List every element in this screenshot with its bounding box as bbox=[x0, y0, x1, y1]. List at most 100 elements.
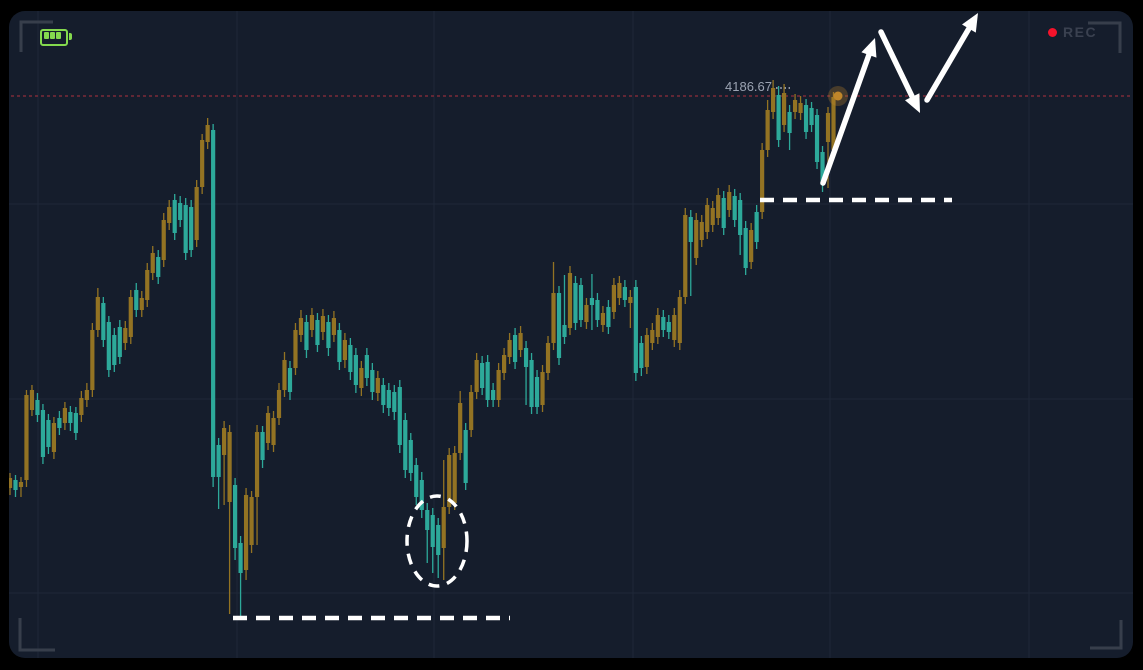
candle-body bbox=[348, 345, 353, 372]
candle-body bbox=[18, 482, 24, 487]
candle-body bbox=[211, 130, 216, 477]
candle-body bbox=[447, 455, 452, 507]
projection-arrow-head bbox=[904, 93, 920, 113]
candle-body bbox=[13, 480, 18, 490]
candle-body bbox=[441, 507, 446, 548]
candle-body bbox=[353, 355, 358, 385]
corner-bracket bbox=[1090, 620, 1123, 650]
candle-body bbox=[803, 105, 809, 132]
candle-body bbox=[705, 205, 710, 232]
candle-body bbox=[205, 125, 210, 142]
battery-icon bbox=[40, 29, 72, 46]
candle-body bbox=[260, 432, 265, 460]
candle-body bbox=[787, 112, 792, 133]
candle-body bbox=[309, 315, 315, 330]
battery-bar bbox=[44, 32, 49, 39]
candle-body bbox=[156, 257, 161, 277]
candle-body bbox=[101, 303, 106, 340]
candle-body bbox=[551, 293, 556, 343]
candle-body bbox=[298, 318, 304, 335]
candle-body bbox=[771, 88, 776, 112]
candle-body bbox=[672, 315, 677, 340]
candle-body bbox=[480, 363, 485, 388]
candle-body bbox=[760, 150, 765, 212]
candle-body bbox=[677, 297, 682, 343]
candle-body bbox=[474, 360, 479, 392]
candle-body bbox=[452, 453, 457, 503]
candle-body bbox=[595, 300, 600, 320]
candle-body bbox=[683, 215, 688, 297]
candle-body bbox=[611, 285, 616, 312]
highlight-ellipse bbox=[405, 494, 469, 588]
candle-body bbox=[183, 205, 188, 253]
candle-body bbox=[320, 316, 326, 332]
candle-body bbox=[397, 387, 402, 445]
candle-body bbox=[90, 330, 95, 390]
candle-body bbox=[222, 428, 227, 455]
candle-body bbox=[650, 330, 655, 343]
candle-body bbox=[743, 228, 748, 268]
candle-body bbox=[386, 390, 391, 408]
candle-body bbox=[342, 340, 347, 360]
candle-body bbox=[128, 297, 133, 337]
corner-bracket bbox=[18, 618, 55, 652]
candle-body bbox=[567, 273, 573, 328]
candle-body bbox=[485, 362, 490, 400]
candle-body bbox=[814, 115, 820, 162]
candle-body bbox=[304, 322, 309, 350]
candle-body bbox=[364, 355, 369, 378]
candle-body bbox=[200, 140, 205, 187]
candle-body bbox=[254, 432, 260, 497]
projection-arrow-head bbox=[861, 38, 877, 58]
projection-arrow-shaft bbox=[924, 19, 976, 103]
candle-body bbox=[666, 322, 671, 332]
price-level-label: 4186.67 bbox=[725, 79, 772, 94]
candle-body bbox=[512, 335, 518, 362]
candle-body bbox=[232, 485, 238, 548]
viewfinder-brackets bbox=[18, 20, 1123, 652]
candle-body bbox=[578, 285, 584, 320]
candle-body bbox=[216, 445, 221, 477]
candle-body bbox=[425, 510, 430, 530]
candle-body bbox=[403, 420, 408, 470]
candle-body bbox=[606, 307, 611, 327]
candle-body bbox=[408, 440, 413, 473]
candle-body bbox=[359, 368, 364, 388]
candle-body bbox=[661, 317, 666, 330]
candle-body bbox=[172, 200, 177, 233]
candle-body bbox=[145, 270, 150, 300]
candle-body bbox=[589, 298, 595, 305]
candle-body bbox=[178, 203, 183, 220]
candle-body bbox=[68, 412, 73, 423]
last-price-dot bbox=[833, 91, 843, 101]
candle-body bbox=[633, 287, 638, 373]
candle-body bbox=[134, 290, 139, 310]
candle-body bbox=[375, 378, 380, 393]
candle-body bbox=[754, 212, 759, 242]
candle-body bbox=[655, 315, 660, 337]
candle-body bbox=[491, 390, 496, 400]
candle-body bbox=[265, 413, 271, 443]
candle-body bbox=[167, 207, 172, 223]
projection-arrow-head bbox=[961, 13, 978, 33]
candle-body bbox=[469, 392, 474, 430]
candle-body bbox=[381, 385, 386, 405]
candle-body bbox=[540, 372, 545, 405]
battery-body bbox=[40, 29, 68, 46]
candle-body bbox=[29, 390, 35, 410]
annotations-layer bbox=[233, 13, 978, 621]
candle-body bbox=[798, 103, 803, 113]
candle-body bbox=[518, 333, 523, 350]
candle-body bbox=[584, 305, 589, 322]
candle-body bbox=[95, 297, 100, 330]
candle-body bbox=[282, 360, 287, 390]
candle-body bbox=[40, 410, 46, 457]
candle-body bbox=[46, 420, 51, 447]
candle-body bbox=[430, 515, 435, 547]
candle-body bbox=[271, 418, 276, 445]
corner-bracket bbox=[1088, 21, 1122, 53]
candle-body bbox=[106, 322, 111, 370]
candle-body bbox=[562, 325, 567, 337]
